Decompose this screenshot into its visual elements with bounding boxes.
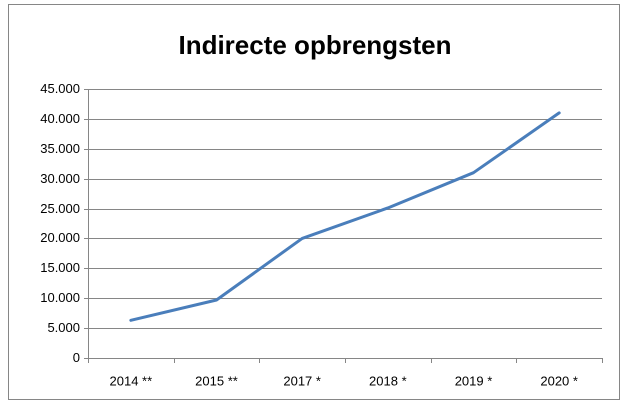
x-tick-label: 2018 * [369, 373, 407, 388]
chart-title: Indirecte opbrengsten [178, 30, 451, 60]
y-tick-label: 10.000 [40, 290, 80, 305]
x-tick-label: 2017 * [283, 373, 321, 388]
y-tick-label: 45.000 [40, 81, 80, 96]
y-tick-label: 30.000 [40, 171, 80, 186]
y-tick-label: 25.000 [40, 201, 80, 216]
y-tick-label: 0 [73, 350, 80, 365]
y-tick-label: 20.000 [40, 230, 80, 245]
chart-border [8, 4, 620, 400]
y-tick-label: 5.000 [47, 320, 80, 335]
x-tick-label: 2014 ** [110, 373, 153, 388]
x-tick-label: 2019 * [455, 373, 493, 388]
x-tick-label: 2020 * [540, 373, 578, 388]
y-tick-label: 15.000 [40, 260, 80, 275]
y-tick-label: 40.000 [40, 111, 80, 126]
data-line [129, 111, 561, 322]
x-tick-label: 2015 ** [195, 373, 238, 388]
y-tick-label: 35.000 [40, 141, 80, 156]
